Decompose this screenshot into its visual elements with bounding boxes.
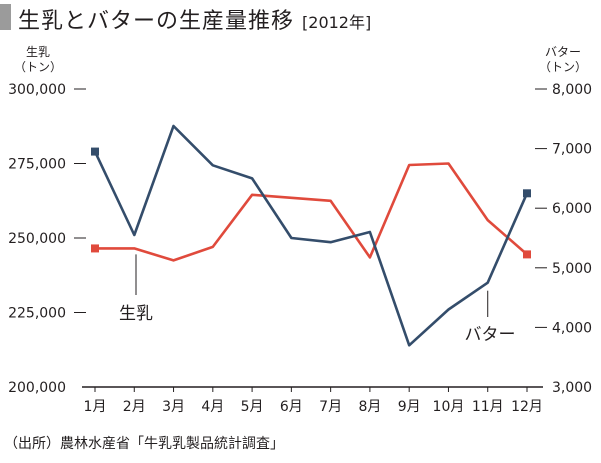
right-tick-label: 7,000: [552, 142, 592, 158]
x-tick-label: 4月: [201, 399, 224, 415]
x-tick-label: 3月: [162, 399, 185, 415]
left-tick-label: 200,000: [8, 380, 66, 396]
right-tick-label: 8,000: [552, 82, 592, 98]
x-tick-label: 11月: [472, 399, 504, 415]
right-axis-unit: バター （トン）: [539, 45, 587, 75]
x-tick-label: 9月: [398, 399, 421, 415]
x-tick-label: 8月: [358, 399, 381, 415]
source-note: （出所）農林水産省「牛乳乳製品統計調査」: [4, 436, 284, 452]
right-axis-unit-line1: バター: [544, 45, 581, 59]
left-axis-unit-line2: （トン）: [14, 60, 63, 74]
left-tick-label: 250,000: [8, 231, 66, 247]
left-axis-unit-line1: 生乳: [26, 45, 51, 59]
series-end-marker: [91, 147, 99, 156]
x-tick-label: 1月: [84, 399, 107, 415]
series-end-marker: [523, 189, 531, 198]
right-tick-label: 3,000: [552, 380, 592, 396]
series-end-marker: [523, 250, 531, 259]
right-tick-label: 5,000: [552, 261, 592, 277]
milk-series-label: 生乳: [119, 304, 153, 324]
chart-title-year: [2012年]: [302, 13, 372, 32]
title-marker: [0, 4, 11, 30]
left-axis-unit: 生乳 （トン）: [14, 45, 62, 75]
x-tick-label: 7月: [319, 399, 342, 415]
chart-title-main: 生乳とバターの生産量推移: [18, 9, 295, 34]
x-tick-label: 12月: [511, 399, 543, 415]
left-tick-label: 225,000: [8, 306, 66, 322]
left-tick-label: 275,000: [8, 157, 66, 173]
right-tick-label: 4,000: [552, 320, 592, 336]
left-tick-label: 300,000: [8, 82, 66, 98]
series-line-butter: [93, 124, 529, 347]
x-tick-label: 6月: [280, 399, 303, 415]
right-axis-unit-line2: （トン）: [538, 60, 587, 74]
butter-series-label: バター: [465, 325, 516, 345]
x-tick-label: 2月: [123, 399, 146, 415]
chart-title-bar: 生乳とバターの生産量推移 [2012年]: [0, 0, 601, 36]
x-tick-label: 10月: [433, 399, 465, 415]
series-end-marker: [91, 244, 99, 253]
series-line-milk: [95, 162, 528, 262]
x-tick-label: 5月: [241, 399, 264, 415]
chart-title: 生乳とバターの生産量推移 [2012年]: [18, 3, 371, 35]
right-tick-label: 6,000: [552, 201, 592, 217]
